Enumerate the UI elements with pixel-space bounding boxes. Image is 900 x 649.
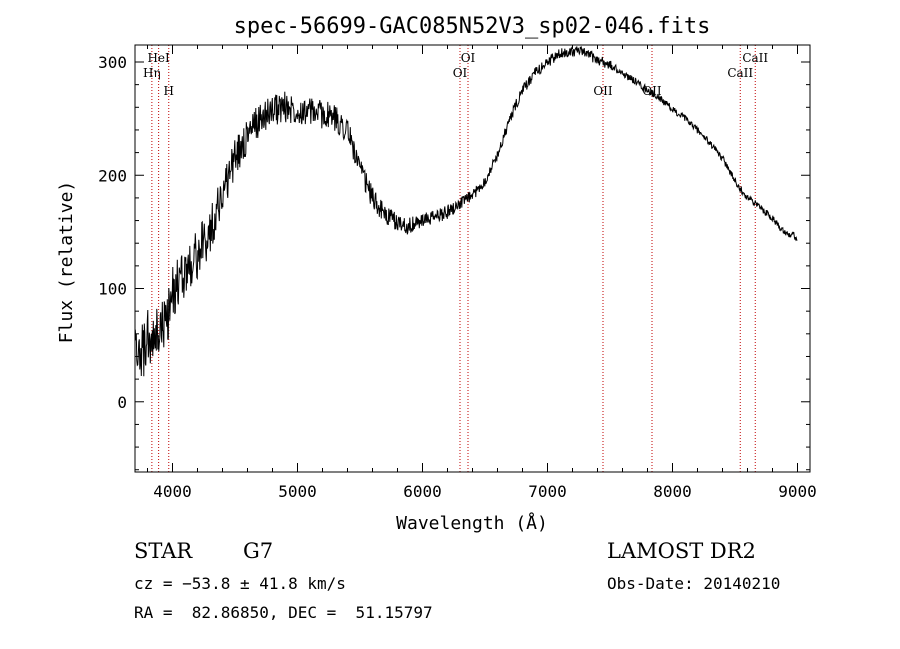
chart-title: spec-56699-GAC085N52V3_sp02-046.fits	[234, 14, 711, 39]
flux-spectrum-line	[134, 45, 798, 377]
x-tick-label: 6000	[403, 482, 442, 501]
coordinates: RA = 82.86850, DEC = 51.15797	[134, 603, 433, 622]
spectral-subclass: G7	[243, 539, 274, 563]
spectral-line-label: H	[164, 84, 174, 98]
x-tick-label: 9000	[778, 482, 817, 501]
survey-name: LAMOST DR2	[607, 539, 756, 563]
x-tick-label: 4000	[153, 482, 192, 501]
y-axis-label: Flux (relative)	[56, 181, 77, 344]
x-tick-label: 8000	[653, 482, 692, 501]
spectral-line-label: Hη	[143, 66, 161, 80]
observation-date: Obs-Date: 20140210	[607, 574, 781, 593]
redshift-velocity: cz = −53.8 ± 41.8 km/s	[134, 574, 346, 593]
series-layer	[134, 45, 798, 377]
spectral-line-label: CaII	[742, 51, 768, 65]
y-tick-label: 0	[117, 393, 127, 412]
x-tick-label: 7000	[528, 482, 567, 501]
spectral-line-label: CaII	[727, 66, 753, 80]
y-tick-label: 300	[98, 53, 127, 72]
spectral-line-label: OI	[461, 51, 476, 65]
y-tick-label: 200	[98, 166, 127, 185]
spectral-line-label: OII	[593, 84, 613, 98]
x-tick-label: 5000	[278, 482, 317, 501]
axes: 4000 5000 6000 7000 8000 9000 0 100 200 300	[98, 45, 817, 501]
object-type: STAR	[134, 539, 193, 563]
plot-frame	[134, 44, 811, 473]
y-tick-label: 100	[98, 280, 127, 299]
spectral-line-label: HeI	[147, 51, 170, 65]
spectral-line-label: OI	[453, 66, 468, 80]
x-axis-label: Wavelength (Å)	[396, 512, 548, 534]
